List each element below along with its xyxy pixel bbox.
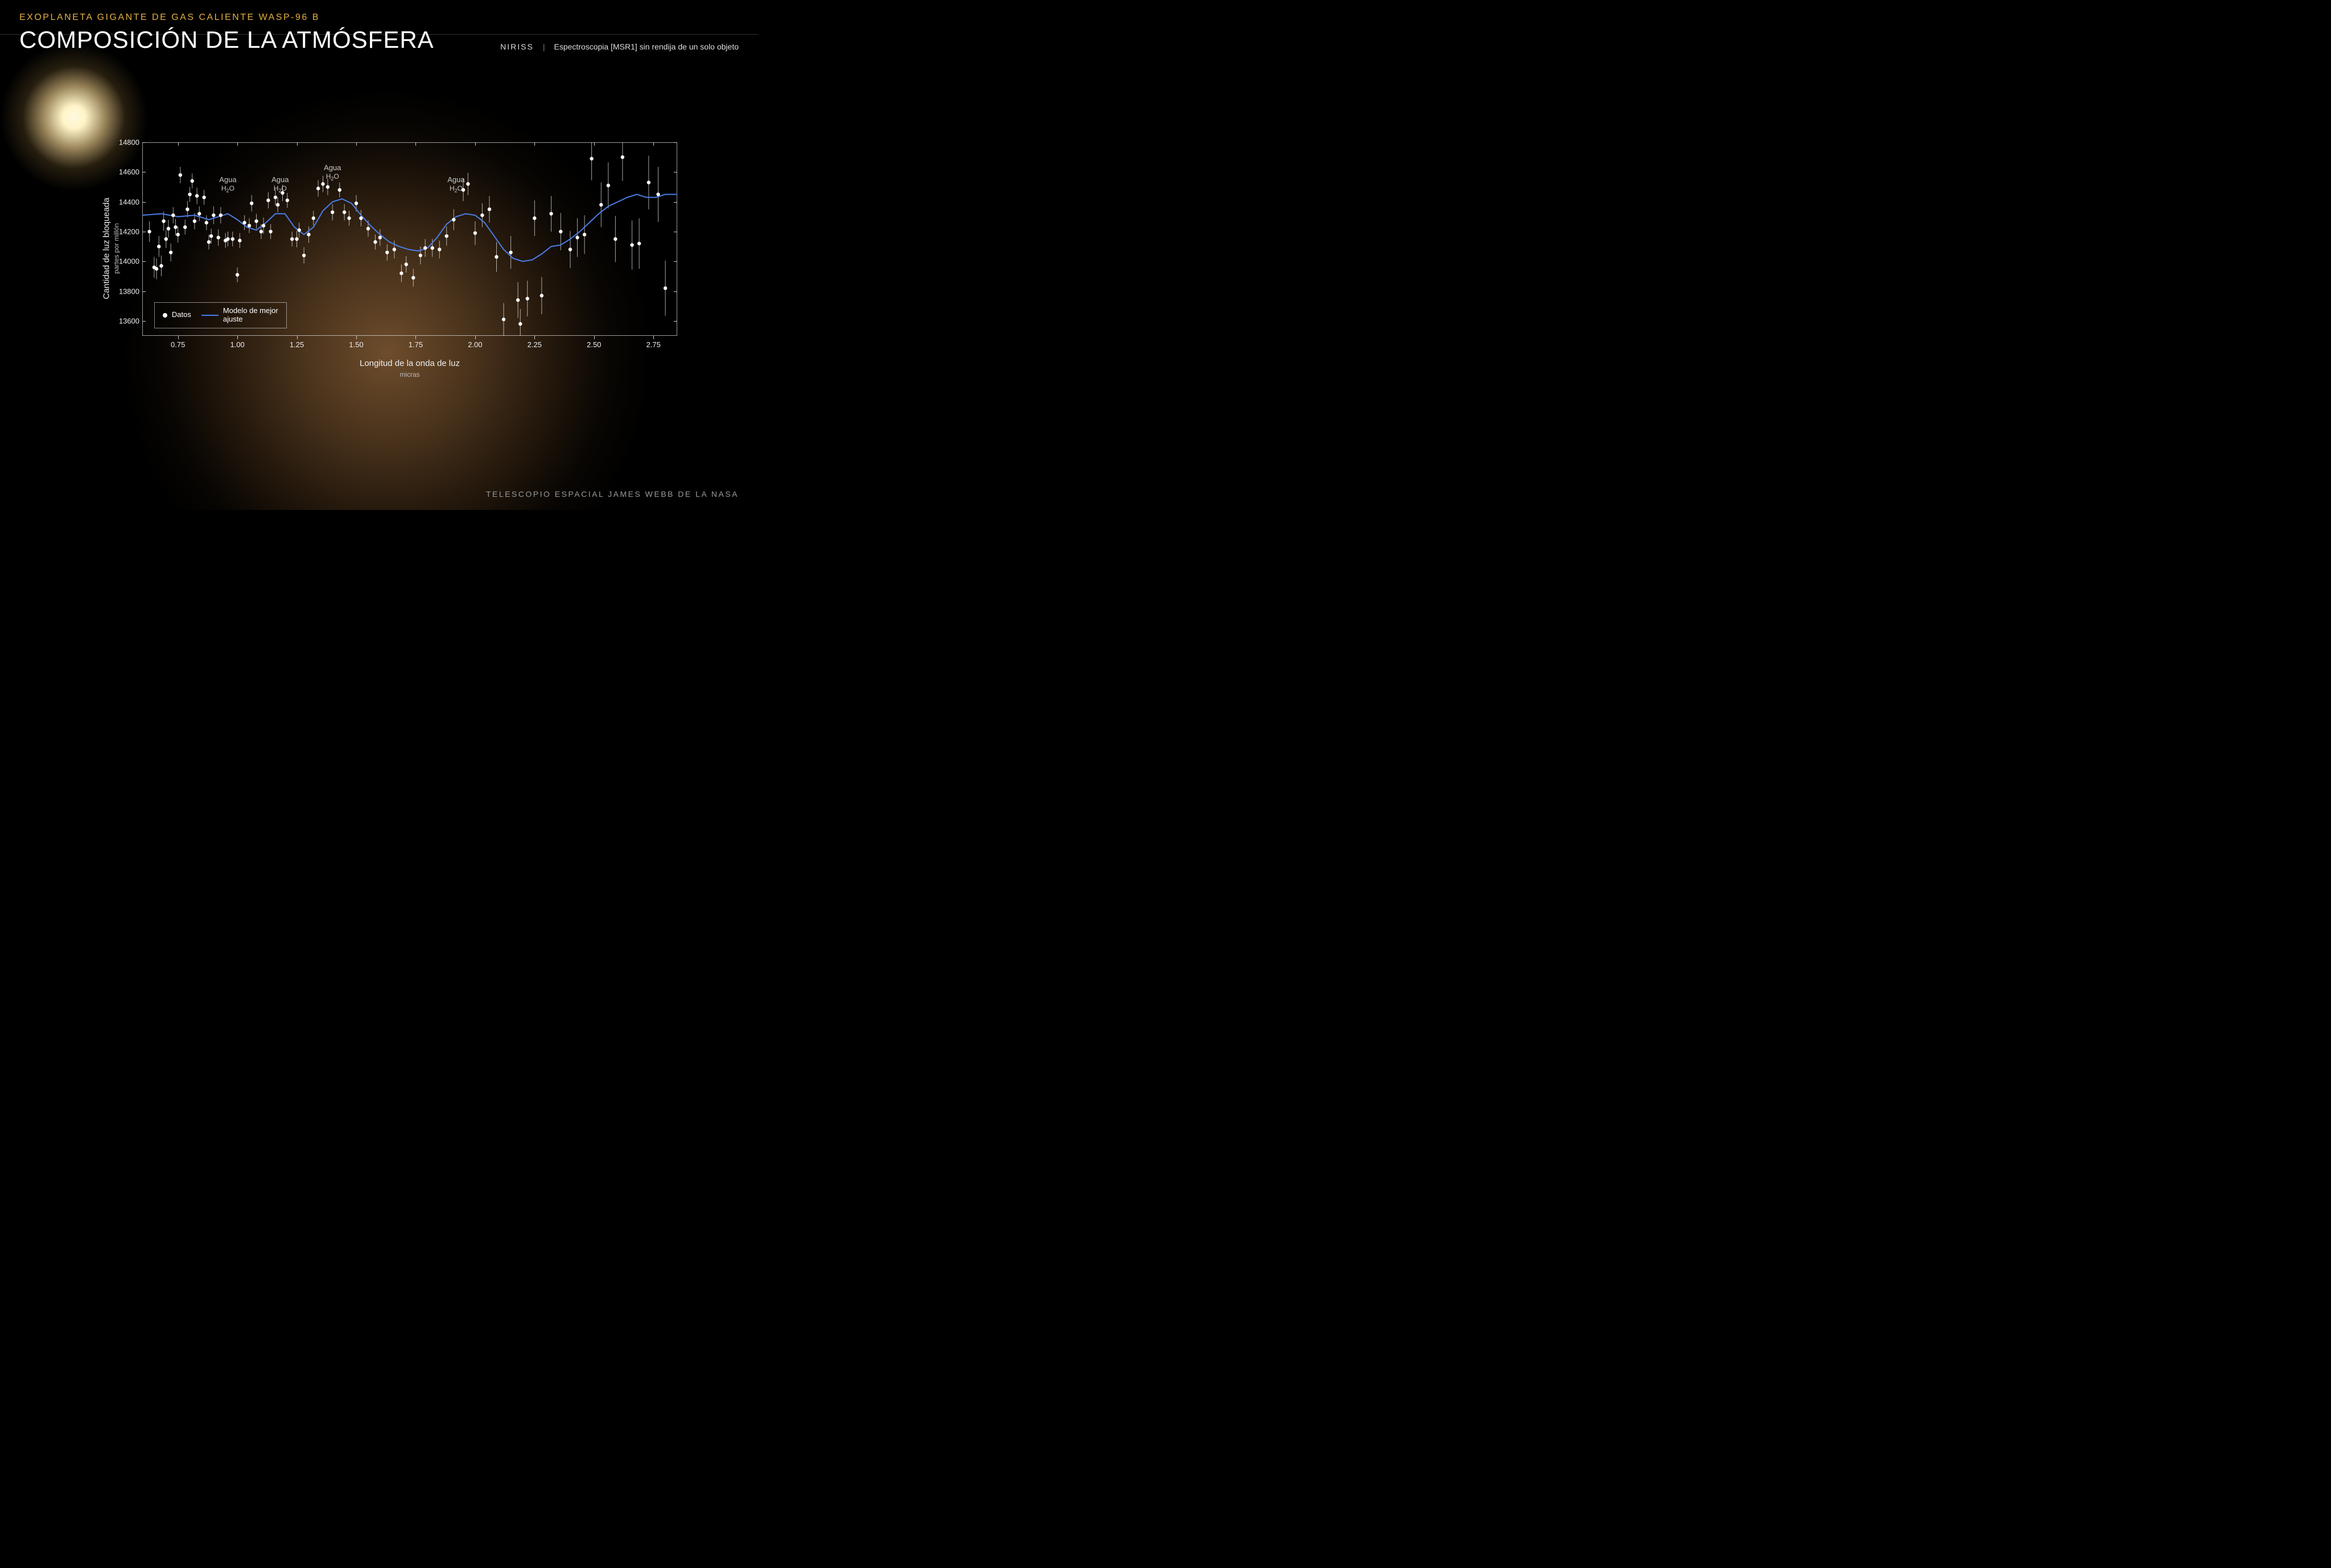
x-axis-label-main: Longitud de la onda de luz	[142, 359, 677, 368]
x-tick-mark	[594, 142, 595, 146]
y-tick-mark	[142, 321, 146, 322]
x-tick-mark	[594, 336, 595, 339]
header: EXOPLANETA GIGANTE DE GAS CALIENTE WASP-…	[19, 13, 739, 53]
line-icon	[201, 315, 219, 316]
y-tick-label: 14400	[105, 197, 139, 206]
legend-item-data: Datos	[163, 311, 191, 319]
y-tick-mark	[674, 202, 677, 203]
x-axis-label: Longitud de la onda de luz micras	[142, 359, 677, 378]
legend-model-label: Modelo de mejorajuste	[223, 307, 278, 324]
x-tick-mark	[653, 142, 654, 146]
mode-label: Espectroscopia [MSR1] sin rendija de un …	[554, 42, 739, 51]
x-tick-mark	[178, 142, 179, 146]
x-tick-mark	[297, 336, 298, 339]
y-tick-label: 14200	[105, 227, 139, 236]
x-tick-mark	[356, 336, 357, 339]
y-tick-label: 13800	[105, 287, 139, 295]
x-tick-label: 1.50	[349, 340, 363, 349]
y-axis-label-main: Cantidad de luz bloqueada	[102, 175, 112, 323]
chart: Cantidad de luz bloqueada partes por mil…	[108, 142, 677, 364]
credit: TELESCOPIO ESPACIAL JAMES WEBB DE LA NAS…	[486, 489, 739, 499]
x-tick-mark	[297, 142, 298, 146]
y-tick-mark	[142, 202, 146, 203]
x-tick-label: 0.75	[171, 340, 185, 349]
x-tick-label: 1.25	[290, 340, 304, 349]
water-annotation: AguaH2O	[271, 175, 289, 193]
y-tick-mark	[674, 291, 677, 292]
y-tick-mark	[674, 261, 677, 262]
page-title: COMPOSICIÓN DE LA ATMÓSFERA	[19, 26, 434, 53]
x-tick-label: 2.25	[528, 340, 542, 349]
x-tick-mark	[356, 142, 357, 146]
x-tick-label: 2.00	[468, 340, 482, 349]
y-axis-label: Cantidad de luz bloqueada partes por mil…	[102, 175, 121, 323]
y-tick-mark	[674, 321, 677, 322]
subtitle: EXOPLANETA GIGANTE DE GAS CALIENTE WASP-…	[19, 13, 434, 23]
x-tick-mark	[653, 336, 654, 339]
x-tick-label: 1.00	[230, 340, 244, 349]
x-tick-mark	[237, 336, 238, 339]
y-axis-label-sub: partes por millón	[113, 175, 121, 323]
water-annotation: AguaH2O	[447, 175, 464, 193]
x-tick-label: 1.75	[409, 340, 423, 349]
x-tick-mark	[237, 142, 238, 146]
x-tick-mark	[534, 336, 535, 339]
header-right: NIRISS | Espectroscopia [MSR1] sin rendi…	[500, 13, 739, 51]
y-tick-label: 14600	[105, 168, 139, 176]
y-tick-mark	[674, 142, 677, 143]
x-tick-mark	[178, 336, 179, 339]
dot-icon	[163, 313, 167, 318]
x-tick-mark	[475, 336, 476, 339]
instrument-label: NIRISS	[500, 42, 534, 51]
x-tick-mark	[475, 142, 476, 146]
y-tick-label: 14800	[105, 138, 139, 147]
x-tick-mark	[415, 336, 416, 339]
y-tick-label: 13600	[105, 316, 139, 325]
x-tick-label: 2.50	[587, 340, 601, 349]
y-tick-mark	[142, 291, 146, 292]
divider-icon: |	[543, 42, 545, 51]
water-annotation: AguaH2O	[324, 163, 341, 181]
water-annotation: AguaH2O	[219, 175, 236, 193]
x-tick-label: 2.75	[646, 340, 661, 349]
legend-data-label: Datos	[172, 311, 191, 319]
legend-item-model: Modelo de mejorajuste	[201, 307, 278, 324]
y-tick-mark	[142, 142, 146, 143]
header-left: EXOPLANETA GIGANTE DE GAS CALIENTE WASP-…	[19, 13, 434, 53]
y-tick-mark	[142, 261, 146, 262]
x-axis-label-sub: micras	[142, 371, 677, 378]
legend: Datos Modelo de mejorajuste	[154, 302, 287, 328]
x-tick-mark	[534, 142, 535, 146]
y-tick-label: 14000	[105, 257, 139, 266]
x-tick-mark	[415, 142, 416, 146]
